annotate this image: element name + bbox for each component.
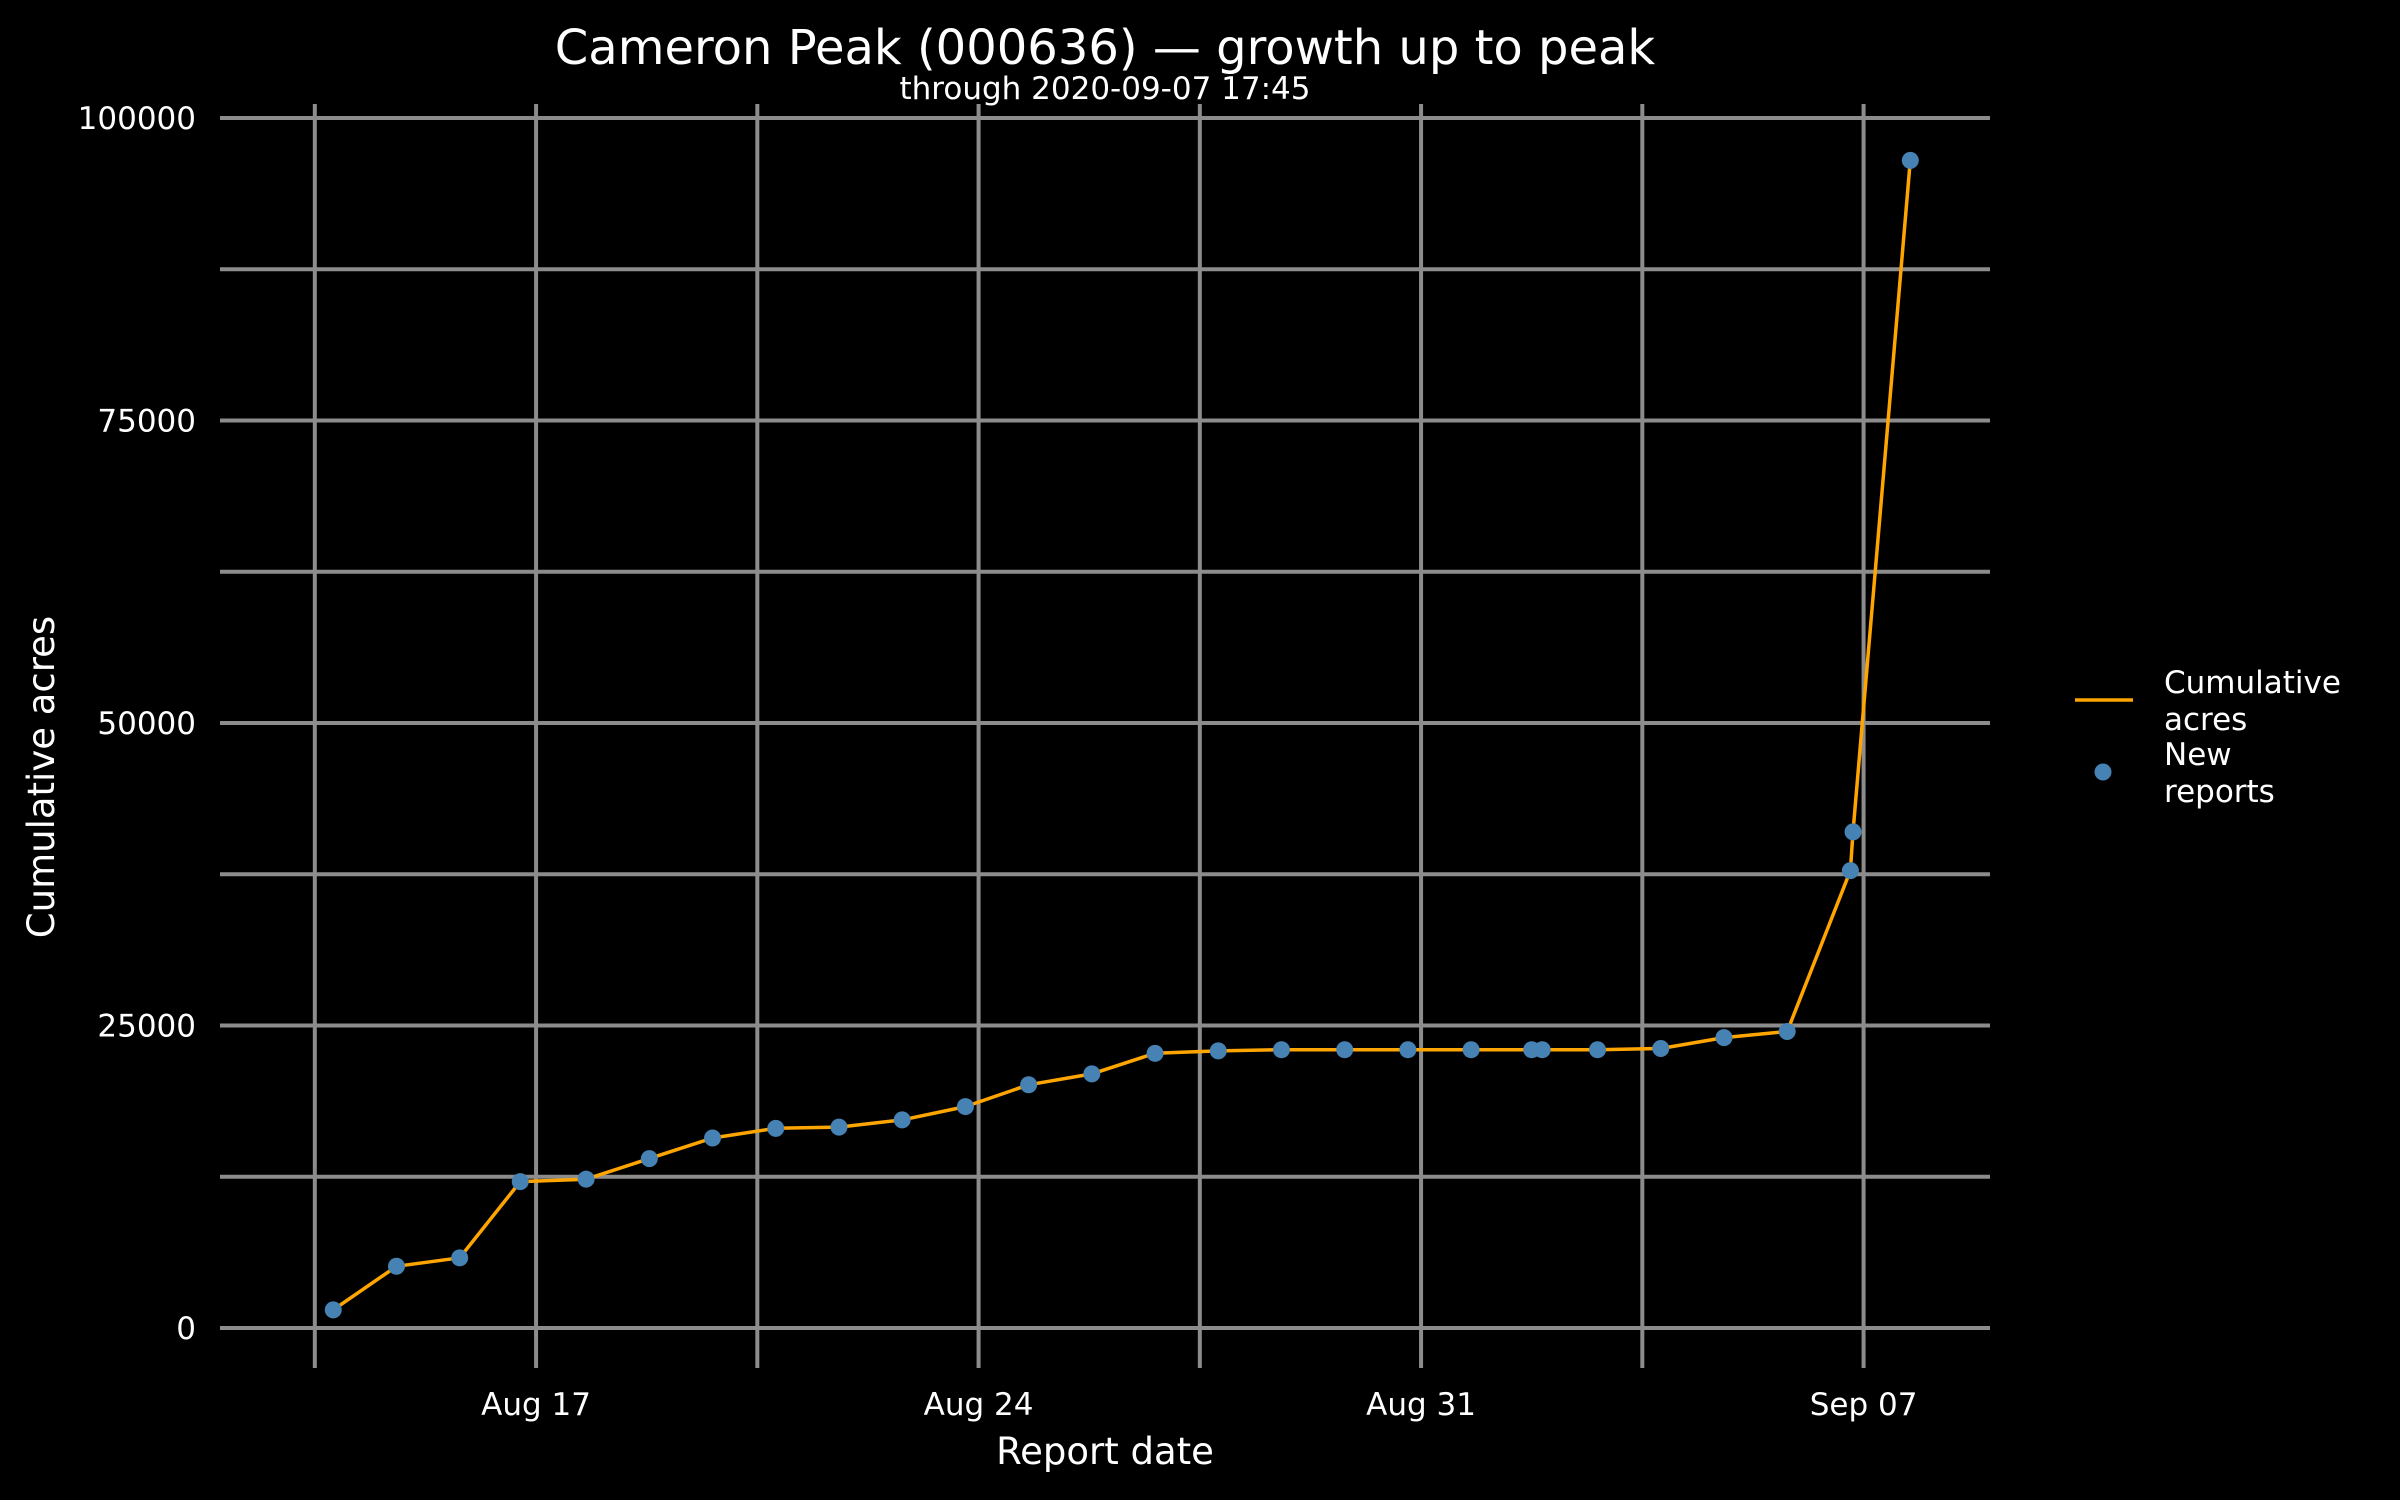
report-point xyxy=(1778,1023,1796,1041)
cumulative-acres-line xyxy=(332,160,1913,1312)
tick-labels: 0 25000 50000 75000 100000 Aug 17 Aug 24 Aug 31… xyxy=(78,101,1918,1423)
report-point xyxy=(1146,1044,1164,1062)
report-point xyxy=(1462,1041,1480,1059)
legend-label-cumulative-line1: Cumulative xyxy=(2164,665,2341,701)
report-point xyxy=(1901,151,1919,169)
y-axis-title: Cumulative acres xyxy=(20,616,63,938)
chart-subtitle: through 2020-09-07 17:45 xyxy=(899,71,1310,107)
report-point xyxy=(830,1118,848,1136)
report-point xyxy=(1715,1029,1733,1047)
y-tick-label: 0 xyxy=(176,1311,196,1347)
report-point xyxy=(387,1257,405,1275)
report-point xyxy=(1399,1041,1417,1059)
legend-label-reports-line2: reports xyxy=(2164,774,2275,810)
x-tick-label: Aug 24 xyxy=(924,1387,1034,1423)
report-point xyxy=(1336,1041,1354,1059)
line-layer xyxy=(332,160,1913,1312)
report-point xyxy=(324,1301,342,1319)
report-point xyxy=(1209,1042,1227,1060)
report-point xyxy=(640,1150,658,1168)
report-point xyxy=(1652,1039,1670,1057)
legend: Cumulative acres New reports xyxy=(2075,665,2341,810)
axis-ticks xyxy=(312,1328,1866,1368)
points-layer xyxy=(324,151,1919,1319)
legend-label-cumulative-line2: acres xyxy=(2164,702,2247,738)
x-tick-label: Aug 17 xyxy=(481,1387,591,1423)
chart-title: Cameron Peak (000636) — growth up to pea… xyxy=(555,20,1656,76)
y-tick-label: 25000 xyxy=(97,1009,196,1045)
report-point xyxy=(767,1119,785,1137)
report-point xyxy=(1841,862,1859,880)
legend-label-reports-line1: New xyxy=(2164,737,2232,773)
report-point xyxy=(1272,1041,1290,1059)
y-tick-label: 75000 xyxy=(97,404,196,440)
legend-point-swatch xyxy=(2094,763,2112,781)
x-tick-label: Aug 31 xyxy=(1366,1387,1476,1423)
report-point xyxy=(451,1249,469,1267)
x-tick-label: Sep 07 xyxy=(1810,1387,1918,1423)
report-point xyxy=(1083,1065,1101,1083)
y-tick-label: 100000 xyxy=(78,101,196,137)
report-point xyxy=(956,1098,974,1116)
x-axis-title: Report date xyxy=(996,1430,1214,1473)
report-point xyxy=(577,1170,595,1188)
y-tick-label: 50000 xyxy=(97,706,196,742)
report-point xyxy=(704,1129,722,1147)
report-point xyxy=(893,1111,911,1129)
report-point xyxy=(1020,1076,1038,1094)
report-point xyxy=(1589,1041,1607,1059)
grid xyxy=(220,104,1990,1330)
report-point xyxy=(1844,823,1862,841)
report-point xyxy=(1533,1041,1551,1059)
report-point xyxy=(511,1173,529,1191)
